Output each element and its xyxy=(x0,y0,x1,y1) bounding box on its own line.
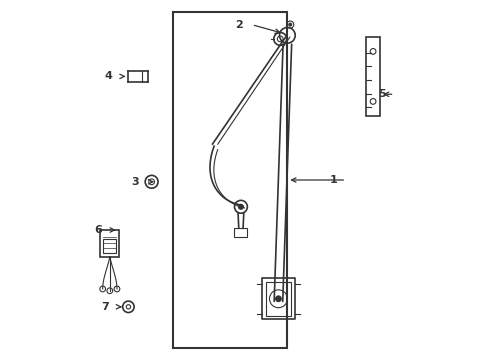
Bar xyxy=(234,228,247,237)
Bar xyxy=(265,282,290,316)
Text: 2: 2 xyxy=(235,19,243,30)
Text: 5: 5 xyxy=(377,89,385,99)
Text: 3: 3 xyxy=(131,177,139,187)
Bar xyxy=(365,37,380,116)
Circle shape xyxy=(288,23,291,26)
Text: 1: 1 xyxy=(329,175,337,185)
Bar xyxy=(100,230,119,257)
Text: 4: 4 xyxy=(104,71,112,81)
Circle shape xyxy=(275,296,281,302)
Text: 6: 6 xyxy=(94,225,102,235)
Bar xyxy=(103,239,116,253)
Circle shape xyxy=(238,204,243,209)
Text: 7: 7 xyxy=(101,302,109,312)
Bar xyxy=(173,12,287,348)
Bar xyxy=(262,278,294,319)
